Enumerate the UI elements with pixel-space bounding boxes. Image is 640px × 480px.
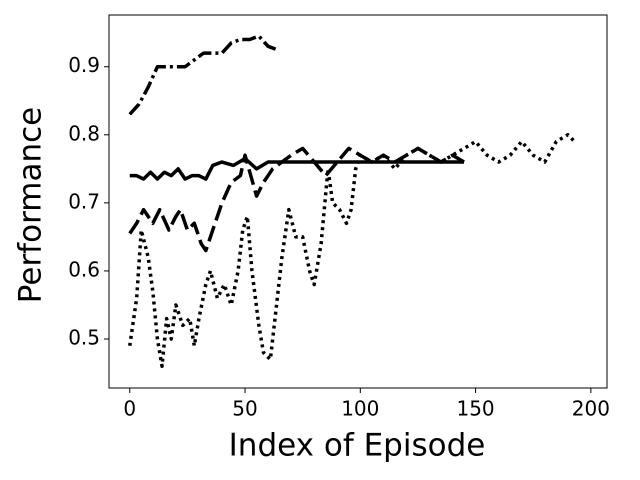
x-tick-label: 200 <box>572 397 610 421</box>
series-line <box>128 146 465 253</box>
x-tick-label: 100 <box>341 397 379 421</box>
y-tick-label: 0.8 <box>68 121 100 145</box>
x-axis-label: Index of Episode <box>229 428 486 464</box>
y-tick-label: 0.5 <box>68 325 100 349</box>
y-tick-label: 0.9 <box>68 53 100 77</box>
x-tick-label: 0 <box>123 397 136 421</box>
y-tick-label: 0.7 <box>68 189 100 213</box>
series-line <box>129 156 465 181</box>
x-tick-label: 50 <box>232 397 257 421</box>
series-line <box>128 133 576 368</box>
x-tick-label: 150 <box>456 397 494 421</box>
y-axis-label: Performance <box>13 107 49 303</box>
series-line <box>128 34 278 116</box>
y-tick-label: 0.6 <box>68 257 100 281</box>
plot-frame <box>108 14 608 389</box>
